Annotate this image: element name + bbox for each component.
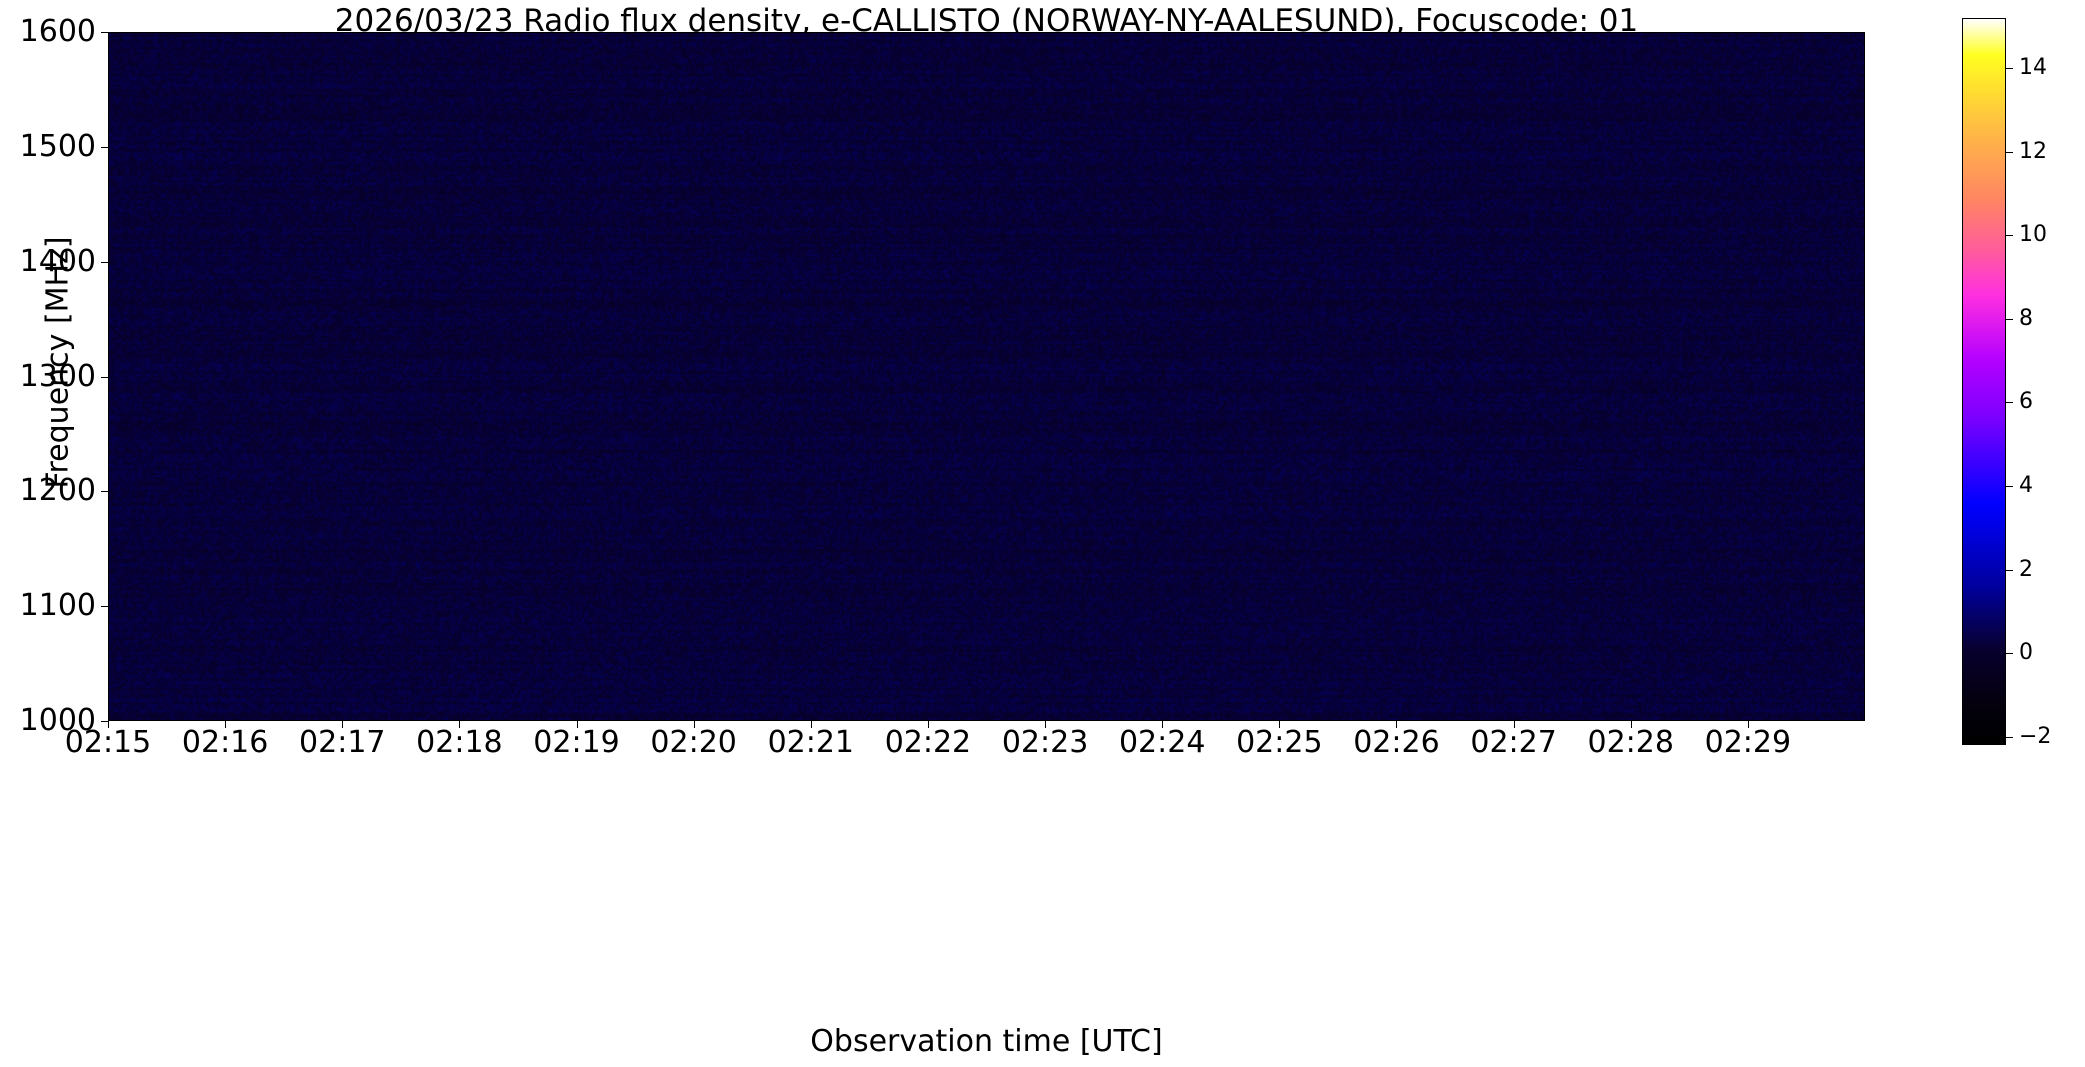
y-tick-mark xyxy=(101,491,108,492)
colorbar-tick-label: 10 xyxy=(2019,222,2047,248)
colorbar-tick-label: 12 xyxy=(2019,138,2047,164)
x-tick-mark xyxy=(459,721,460,728)
colorbar-tick-label: 4 xyxy=(2019,472,2033,498)
x-tick-mark xyxy=(1162,721,1163,728)
x-tick-label: 02:23 xyxy=(1001,725,1089,760)
x-tick-label: 02:15 xyxy=(64,725,152,760)
colorbar-tick-label: 0 xyxy=(2019,640,2033,666)
y-tick-mark xyxy=(101,721,108,722)
spectrogram-heatmap xyxy=(109,33,1864,720)
colorbar-tick-label: 14 xyxy=(2019,55,2047,81)
colorbar-tick-mark xyxy=(2006,319,2013,320)
colorbar-tick-mark xyxy=(2006,653,2013,654)
colorbar-tick-mark xyxy=(2006,486,2013,487)
x-tick-mark xyxy=(1631,721,1632,728)
y-tick-label: 1100 xyxy=(19,588,96,624)
x-tick-label: 02:19 xyxy=(533,725,620,760)
x-tick-mark xyxy=(1045,721,1046,728)
y-tick-mark xyxy=(101,32,108,33)
colorbar-tick-mark xyxy=(2006,737,2013,738)
y-tick-label: 1400 xyxy=(19,243,96,279)
x-tick-label: 02:26 xyxy=(1353,725,1440,760)
heatmap-plot-area[interactable] xyxy=(108,32,1865,721)
x-tick-label: 02:20 xyxy=(650,725,737,760)
colorbar-tick-mark xyxy=(2006,235,2013,236)
x-tick-label: 02:29 xyxy=(1704,725,1792,760)
y-tick-label: 1200 xyxy=(19,473,96,509)
x-tick-mark xyxy=(1279,721,1280,728)
y-tick-mark xyxy=(101,377,108,378)
x-tick-mark xyxy=(108,721,109,728)
y-tick-label: 1500 xyxy=(19,128,96,164)
y-tick-mark xyxy=(101,147,108,148)
y-tick-label: 1000 xyxy=(19,703,96,738)
x-tick-label: 02:22 xyxy=(884,725,972,760)
x-tick-mark xyxy=(225,721,226,728)
x-tick-mark xyxy=(1514,721,1515,728)
y-tick-mark xyxy=(101,262,108,263)
y-tick-mark xyxy=(101,606,108,607)
x-tick-label: 02:21 xyxy=(767,725,855,760)
colorbar[interactable] xyxy=(1962,18,2006,745)
y-tick-label: 1300 xyxy=(19,358,96,394)
x-tick-label: 02:25 xyxy=(1236,725,1323,760)
colorbar-tick-mark xyxy=(2006,152,2013,153)
x-tick-label: 02:24 xyxy=(1118,725,1206,760)
x-tick-label: 02:28 xyxy=(1587,725,1674,760)
x-tick-label: 02:27 xyxy=(1470,725,1557,760)
colorbar-tick-mark xyxy=(2006,68,2013,69)
x-tick-mark xyxy=(811,721,812,728)
colorbar-tick-mark xyxy=(2006,570,2013,571)
colorbar-tick-label: −2 xyxy=(2019,723,2052,749)
colorbar-tick-label: 8 xyxy=(2019,305,2033,331)
y-tick-label: 1600 xyxy=(19,14,96,49)
colorbar-tick-mark xyxy=(2006,402,2013,403)
colorbar-tick-label: 6 xyxy=(2019,389,2033,415)
x-tick-mark xyxy=(577,721,578,728)
colorbar-tick-label: 2 xyxy=(2019,556,2033,582)
x-tick-mark xyxy=(342,721,343,728)
colorbar-gradient xyxy=(1963,19,2005,744)
x-tick-label: 02:17 xyxy=(299,725,386,760)
x-axis-label: Observation time [UTC] xyxy=(810,1024,1163,1059)
x-tick-label: 02:16 xyxy=(181,725,269,760)
x-tick-mark xyxy=(1748,721,1749,728)
x-tick-mark xyxy=(1396,721,1397,728)
x-tick-label: 02:18 xyxy=(416,725,503,760)
x-tick-mark xyxy=(928,721,929,728)
x-tick-mark xyxy=(694,721,695,728)
